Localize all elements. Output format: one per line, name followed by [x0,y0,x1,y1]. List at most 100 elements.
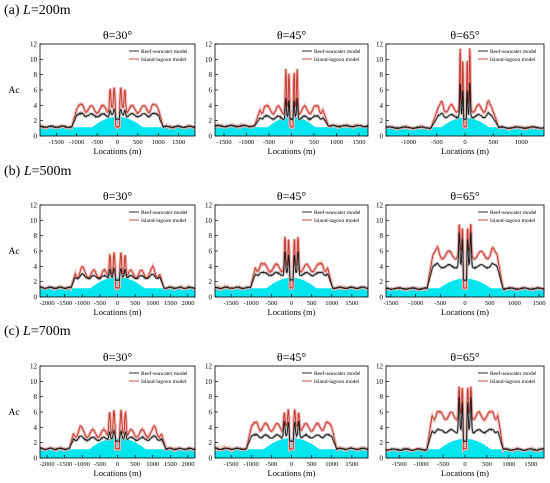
legend-entry: Island-lagoon model [490,57,536,63]
x-tick-label: 1000 [146,300,159,307]
legend-entry: Reef-seawater model [141,370,188,377]
x-tick-label: -1500 [224,461,239,468]
x-axis-label: Locations (m) [268,468,316,478]
subplot-8: θ=65° 0 2 4 6 8 10 12 -1500 -1000 -500 0 500 1000 1500… [376,350,546,478]
x-tick-label: 0 [463,461,466,468]
x-tick-label: 0 [290,139,293,146]
y-tick-label: 6 [380,248,384,256]
y-tick-label: 4 [380,424,384,432]
x-tick-label: 0 [116,300,119,307]
x-tick-label: 1500 [533,300,546,307]
x-tick-label: -1500 [57,300,72,307]
x-tick-label: -1000 [401,139,416,146]
x-axis-label: Locations (m) [268,307,316,317]
legend-entry: Reef-seawater model [314,209,361,216]
subplot-0: θ=30° 0 2 4 6 8 10 12 -1500 -1000 -500 0 500 1000 1500… [8,28,197,156]
x-tick-label: 500 [307,461,317,468]
x-tick-label: 2000 [181,300,194,307]
y-tick-label: 4 [209,263,213,271]
y-tick-label: 0 [380,455,384,463]
x-axis-label: Locations (m) [268,146,316,156]
y-tick-label: 12 [30,202,38,210]
subplot-title: θ=65° [450,350,480,364]
legend-entry: Island-lagoon model [314,57,360,63]
y-tick-label: 0 [380,294,384,302]
series-line-reef-seawater [385,232,545,291]
y-tick-label: 10 [376,378,384,386]
x-tick-label: -1000 [75,300,90,307]
x-axis-label: Locations (m) [441,307,489,317]
y-tick-label: 2 [380,117,384,125]
legend-entry: Reef-seawater model [490,370,537,377]
y-axis-label: Ac [8,408,19,418]
legend-entry: Island-lagoon model [490,379,536,385]
x-tick-label: -1000 [244,300,259,307]
y-tick-label: 6 [209,248,213,256]
y-tick-label: 12 [205,363,213,371]
y-tick-label: 12 [30,363,38,371]
x-axis-label: Locations (m) [94,307,142,317]
x-tick-label: 2000 [181,461,194,468]
y-tick-label: 12 [376,363,384,371]
x-tick-label: 1000 [146,461,159,468]
y-tick-label: 4 [380,263,384,271]
x-tick-label: 0 [463,139,466,146]
x-tick-label: 1000 [152,139,165,146]
y-tick-label: 8 [209,71,213,79]
series-line-reef-seawater [214,251,369,290]
subplot-title: θ=65° [450,189,480,203]
x-tick-label: 500 [488,139,498,146]
x-axis-label: Locations (m) [94,468,142,478]
x-tick-label: 1500 [345,461,358,468]
x-tick-label: -500 [431,139,443,146]
x-tick-label: 1500 [164,461,177,468]
legend-entry: Island-lagoon model [141,57,187,63]
x-tick-label: -500 [265,461,277,468]
x-tick-label: -1000 [414,461,429,468]
subplot-title: θ=30° [103,350,133,364]
x-tick-label: 1500 [164,300,177,307]
y-tick-label: 10 [376,217,384,225]
y-tick-label: 12 [376,41,384,49]
x-tick-label: 1500 [353,139,366,146]
row-title-a: (a) L=200m [4,3,71,18]
subplot-7: θ=45° 0 2 4 6 8 10 12 -1500 -1000 -500 0 500 1000 1500… [205,350,370,478]
subplot-6: θ=30° 0 2 4 6 8 10 12 -2000 -1500 -1000 -500 0 500 100… [8,350,197,478]
x-tick-label: 500 [130,300,140,307]
x-tick-label: 1000 [325,461,338,468]
y-tick-label: 0 [34,133,38,141]
series-line-reef-seawater [214,420,369,451]
x-tick-label: -1000 [239,139,254,146]
x-axis-label: Locations (m) [441,146,489,156]
series-line-reef-seawater [39,428,196,451]
x-tick-label: 1000 [330,139,343,146]
legend-entry: Reef-seawater model [490,48,537,55]
y-tick-label: 6 [380,409,384,417]
y-tick-label: 6 [209,87,213,95]
x-tick-label: -1500 [57,461,72,468]
y-tick-label: 2 [34,117,38,125]
y-tick-label: 8 [209,232,213,240]
y-tick-label: 8 [380,232,384,240]
y-tick-label: 2 [209,278,213,286]
y-tick-label: 10 [30,378,38,386]
y-tick-label: 0 [209,294,213,302]
legend-entry: Island-lagoon model [314,379,360,385]
x-tick-label: -500 [263,139,275,146]
row-title-var: L [23,3,31,18]
x-tick-label: 0 [116,461,119,468]
y-tick-label: 6 [34,87,38,95]
legend-entry: Reef-seawater model [314,48,361,55]
y-tick-label: 2 [34,439,38,447]
x-axis-label: Locations (m) [441,468,489,478]
x-tick-label: 1500 [172,139,185,146]
x-tick-label: 0 [290,461,293,468]
y-tick-label: 0 [34,455,38,463]
y-tick-label: 4 [380,102,384,110]
subplot-1: θ=45° 0 2 4 6 8 10 12 -1500 -1000 -500 0 500 1000 1500… [205,28,370,156]
legend-entry: Island-lagoon model [314,218,360,224]
x-tick-label: -1500 [392,461,407,468]
y-tick-label: 0 [209,455,213,463]
y-tick-label: 12 [205,202,213,210]
